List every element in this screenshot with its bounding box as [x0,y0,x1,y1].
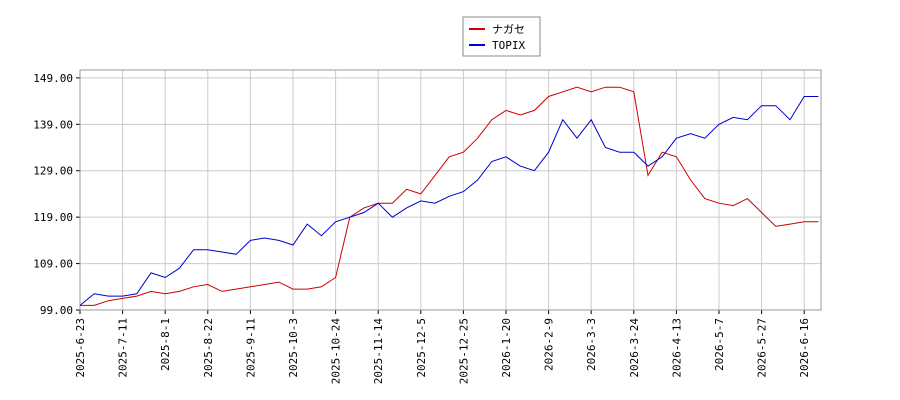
y-tick-label: 139.00 [33,118,73,131]
x-tick-label: 2025-8-22 [202,318,215,378]
x-tick-label: 2026-4-13 [670,318,683,378]
x-tick-label: 2025-8-1 [159,318,172,371]
plot-frame [79,69,822,311]
legend-label: TOPIX [492,39,525,52]
x-tick-label: 2026-3-24 [628,318,641,378]
y-tick-label: 149.00 [33,72,73,85]
y-tick-label: 129.00 [33,165,73,178]
x-tick-label: 2026-3-3 [585,318,598,371]
legend-label: ナガセ [492,23,525,36]
x-tick-label: 2025-12-25 [457,318,470,384]
series-line [79,96,819,306]
x-tick-label: 2026-5-27 [756,318,769,378]
x-tick-label: 2025-12-5 [415,318,428,378]
y-tick-label: 119.00 [33,211,73,224]
x-tick-label: 2026-1-20 [500,318,513,378]
x-tick-label: 2026-5-7 [713,318,726,371]
y-tick-label: 99.00 [40,304,73,317]
x-tick-label: 2025-11-14 [372,318,385,385]
x-tick-label: 2025-7-11 [117,318,130,378]
x-tick-label: 2025-6-23 [74,318,87,378]
series-line [80,86,819,306]
x-tick-label: 2026-6-16 [798,318,811,378]
y-tick-label: 109.00 [33,258,73,271]
x-tick-label: 2025-10-3 [287,318,300,378]
x-tick-label: 2025-10-24 [330,318,343,385]
x-tick-label: 2026-2-9 [543,318,556,371]
legend-box [462,16,541,57]
x-tick-label: 2025-9-11 [244,318,257,378]
